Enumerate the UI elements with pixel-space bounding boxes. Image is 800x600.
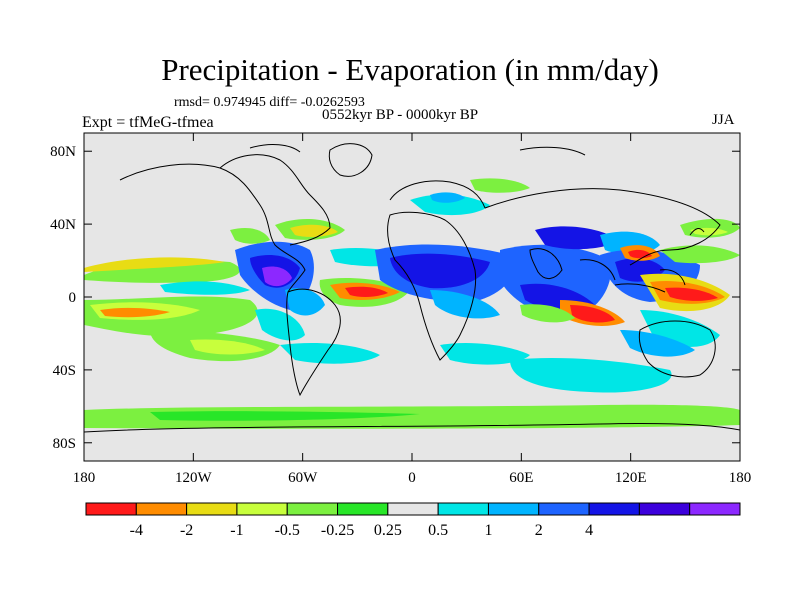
colorbar-swatch bbox=[135, 502, 188, 516]
colorbar-label: 0.25 bbox=[374, 522, 402, 539]
lat-tick-label: 0 bbox=[69, 290, 77, 306]
colorbar-label: 4 bbox=[585, 522, 593, 539]
lon-tick-label: 120E bbox=[615, 470, 647, 486]
pe-field-patches bbox=[84, 178, 740, 429]
colorbar-label: 1 bbox=[484, 522, 492, 539]
lat-tick-label: 40S bbox=[53, 363, 76, 379]
lon-tick-label: 0 bbox=[408, 470, 416, 486]
lon-tick-label: 180 bbox=[729, 470, 752, 486]
colorbar-label: -4 bbox=[130, 522, 143, 539]
colorbar-swatch bbox=[337, 502, 389, 516]
lat-tick-label: 40N bbox=[50, 217, 76, 233]
lon-tick-label: 180 bbox=[73, 470, 96, 486]
lat-tick-label: 80N bbox=[50, 144, 76, 160]
colorbar-label: -2 bbox=[180, 522, 193, 539]
colorbar-swatch bbox=[387, 502, 439, 516]
colorbar-label: -1 bbox=[230, 522, 243, 539]
colorbar-swatch bbox=[588, 502, 640, 516]
colorbar-swatch bbox=[538, 502, 590, 516]
experiment-label: Expt = tfMeG-tfmea bbox=[82, 114, 214, 131]
colorbar-swatch bbox=[286, 502, 339, 516]
colorbar-swatch bbox=[638, 502, 691, 516]
lon-tick-label: 60W bbox=[288, 470, 318, 486]
lon-tick-label: 60E bbox=[509, 470, 533, 486]
coastlines bbox=[84, 143, 740, 433]
colorbar-label: 2 bbox=[535, 522, 543, 539]
colorbar-swatch bbox=[186, 502, 238, 516]
colorbar-label: -0.5 bbox=[275, 522, 300, 539]
colorbar-label: 0.5 bbox=[428, 522, 448, 539]
lat-tick-label: 80S bbox=[53, 436, 76, 452]
time-period: 0552kyr BP - 0000kyr BP bbox=[322, 107, 479, 123]
rmsd-diff-stats: rmsd= 0.974945 diff= -0.0262593 bbox=[174, 95, 365, 110]
colorbar-swatch bbox=[85, 502, 137, 516]
colorbar-label: -0.25 bbox=[321, 522, 354, 539]
season-label: JJA bbox=[712, 112, 735, 128]
map-title: Precipitation - Evaporation (in mm/day) bbox=[161, 52, 659, 87]
lon-tick-label: 120W bbox=[175, 470, 213, 486]
map-plot-area bbox=[83, 132, 741, 462]
colorbar-swatch bbox=[437, 502, 489, 516]
longitude-axis: 180 120W 60W 0 60E 120E 180 bbox=[73, 133, 752, 486]
colorbar-swatch bbox=[689, 502, 741, 516]
colorbar: -4 -2 -1 -0.5 -0.25 0.25 0.5 1 2 4 bbox=[85, 502, 741, 539]
latitude-axis: 80N 40N 0 40S 80S bbox=[50, 144, 740, 452]
colorbar-swatch bbox=[236, 502, 288, 516]
colorbar-swatch bbox=[487, 502, 540, 516]
